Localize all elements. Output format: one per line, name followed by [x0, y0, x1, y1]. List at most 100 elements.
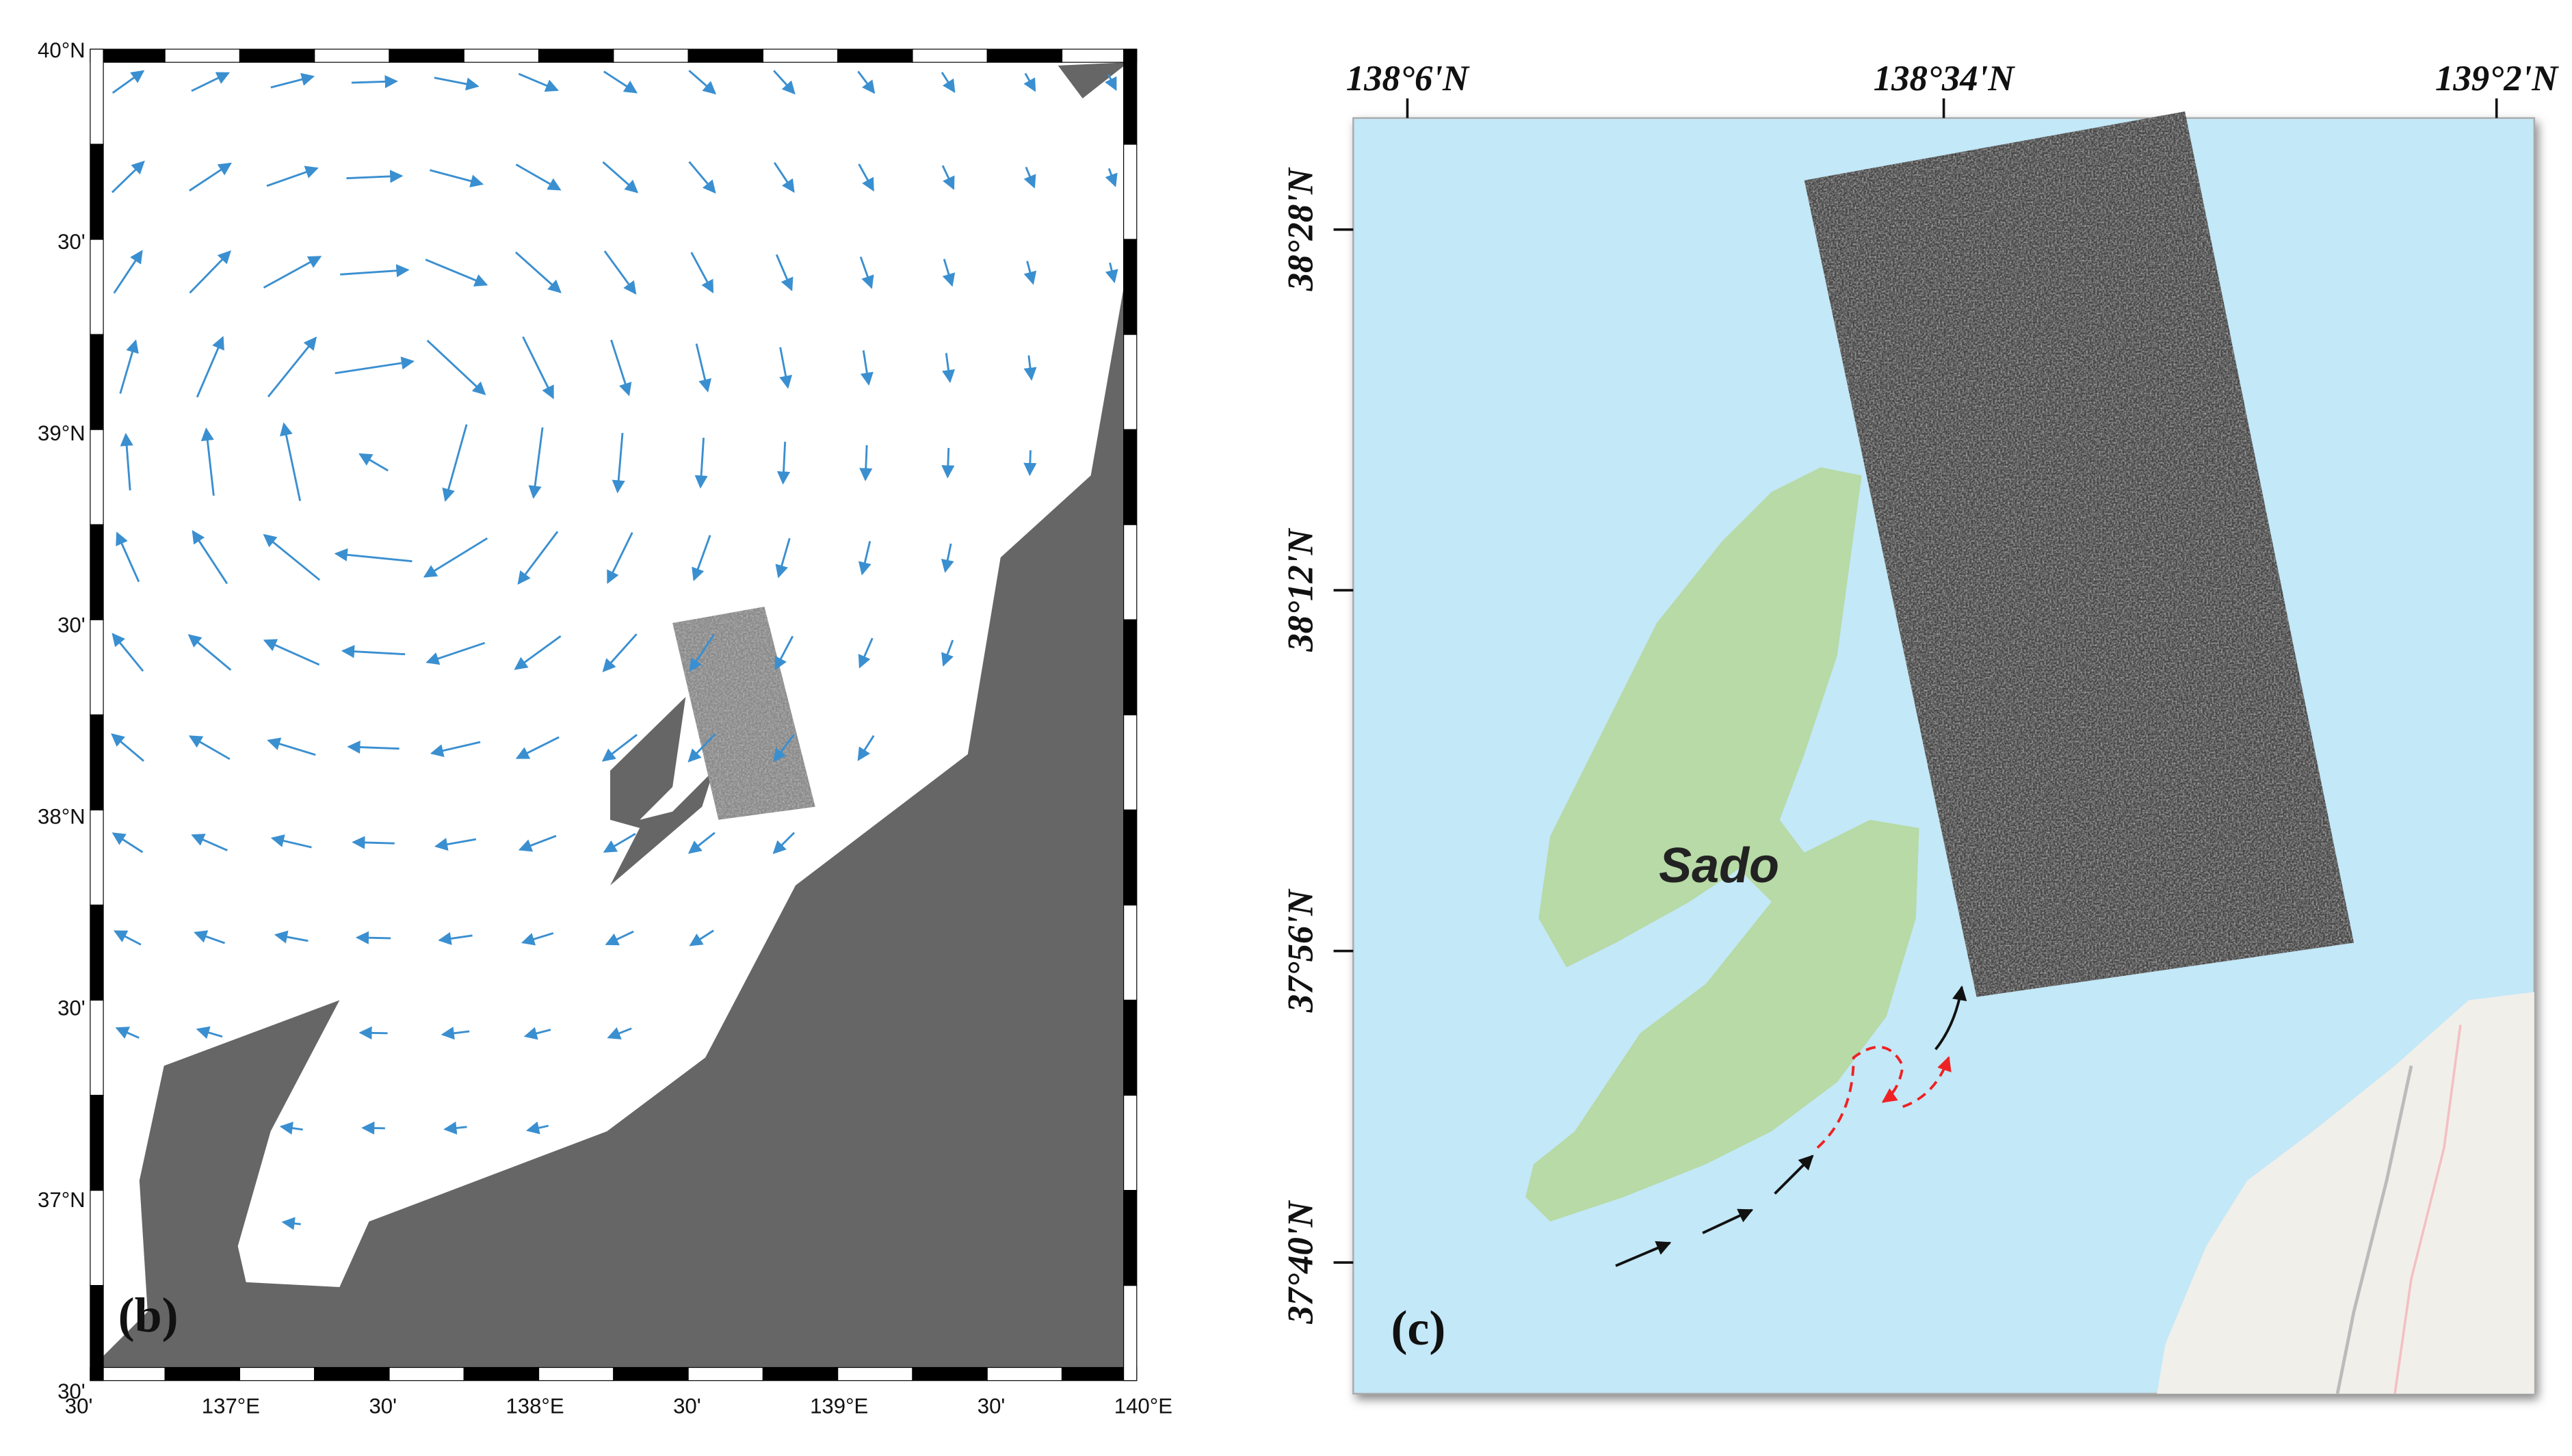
frame-segment	[90, 239, 104, 335]
frame-segment	[1123, 904, 1138, 1001]
frame-segment	[1123, 49, 1138, 145]
vector	[695, 343, 711, 393]
lat-label: 30'	[57, 613, 86, 637]
vector	[111, 70, 145, 94]
lat-label: 30'	[57, 230, 86, 254]
panel-label: (b)	[118, 1288, 179, 1342]
vector	[773, 734, 796, 763]
vector	[607, 531, 633, 584]
lon-label: 139°2'N	[2435, 59, 2559, 98]
vector	[610, 339, 632, 397]
vector	[111, 160, 145, 194]
lat-label: 37°56'N	[1281, 888, 1320, 1013]
vector	[1023, 72, 1036, 92]
frame-segment	[687, 49, 763, 63]
lat-label: 30'	[57, 1379, 86, 1403]
frame-segment	[1123, 429, 1138, 525]
road	[2393, 1024, 2462, 1394]
vector	[602, 161, 639, 194]
vector	[116, 531, 140, 583]
vector	[189, 250, 232, 294]
sar-texture	[1804, 111, 2354, 997]
vector	[263, 533, 321, 581]
frame-segment	[1123, 1190, 1138, 1286]
vector	[113, 250, 143, 294]
vector	[196, 336, 224, 398]
vector	[514, 635, 562, 670]
lat-label: 39°N	[38, 421, 86, 445]
lon-label: 139°E	[810, 1394, 868, 1418]
vector	[517, 531, 559, 585]
vector	[528, 427, 544, 499]
vector	[522, 336, 554, 399]
lat-label: 37°N	[38, 1188, 86, 1212]
lon-label: 30'	[369, 1394, 397, 1418]
vector	[692, 535, 711, 581]
vector	[515, 736, 560, 759]
lon-label: 30'	[977, 1394, 1006, 1418]
lon-label: 30'	[673, 1394, 701, 1418]
frame-segment	[90, 1094, 104, 1191]
frame-segment	[1123, 239, 1138, 335]
vector	[443, 1121, 467, 1135]
vector	[603, 250, 637, 295]
frame-segment	[1123, 144, 1138, 240]
vector	[423, 537, 488, 578]
vector	[196, 1026, 223, 1040]
island	[1525, 467, 1919, 1222]
vector	[688, 70, 717, 95]
vector	[688, 161, 716, 194]
vector	[192, 530, 228, 585]
vector	[191, 72, 231, 92]
lon-label: 30'	[65, 1394, 93, 1418]
vector	[603, 832, 636, 853]
land	[98, 213, 1137, 1381]
frame-segment	[837, 1366, 913, 1381]
vector	[603, 70, 638, 94]
vector	[941, 71, 956, 94]
vector	[612, 433, 625, 494]
vector	[773, 162, 795, 194]
vector	[941, 447, 955, 479]
mainland	[2157, 992, 2534, 1394]
frame-segment	[837, 49, 913, 63]
vector	[438, 931, 473, 945]
frame-segment	[164, 49, 241, 63]
vector	[111, 633, 144, 672]
vector	[120, 432, 133, 491]
vector	[775, 254, 793, 291]
vector	[689, 634, 715, 672]
frame-segment	[538, 1366, 614, 1381]
vector	[605, 930, 634, 946]
frame	[90, 49, 1138, 1381]
vector	[689, 929, 714, 947]
vector	[119, 339, 139, 394]
vector	[430, 741, 481, 758]
frame-segment	[164, 1366, 241, 1381]
panel-c: 138°6'N 138°34'N 139°2'N 38°28'N 38°12'N 37°5…	[1281, 59, 2559, 1395]
vector	[515, 163, 562, 191]
vector	[1023, 166, 1036, 189]
frame-segment	[762, 49, 839, 63]
graticule-labels: 138°6'N 138°34'N 139°2'N 38°28'N 38°12'N 37°5…	[1281, 59, 2559, 1325]
vector	[942, 259, 956, 287]
frame-segment	[90, 334, 104, 430]
frame-segment	[90, 144, 104, 240]
lat-label: 38°12'N	[1281, 528, 1320, 652]
frame-segment	[613, 49, 689, 63]
panel-b: (b) 40°N30'39°N30'38°N30'37°N30'30' 137°E…	[38, 38, 1172, 1418]
arrow	[1702, 1208, 1754, 1234]
lat-label: 38°28'N	[1281, 167, 1320, 291]
vector	[115, 1027, 140, 1039]
vector	[859, 256, 874, 289]
vector	[776, 441, 791, 485]
frame-segment	[1123, 999, 1138, 1096]
lon-label: 138°6'N	[1346, 59, 1470, 98]
vector	[1105, 262, 1118, 284]
vector	[352, 836, 395, 849]
frame-segment	[687, 1366, 763, 1381]
vector	[858, 637, 874, 669]
vector	[1105, 168, 1118, 187]
frame-segment	[1123, 619, 1138, 715]
